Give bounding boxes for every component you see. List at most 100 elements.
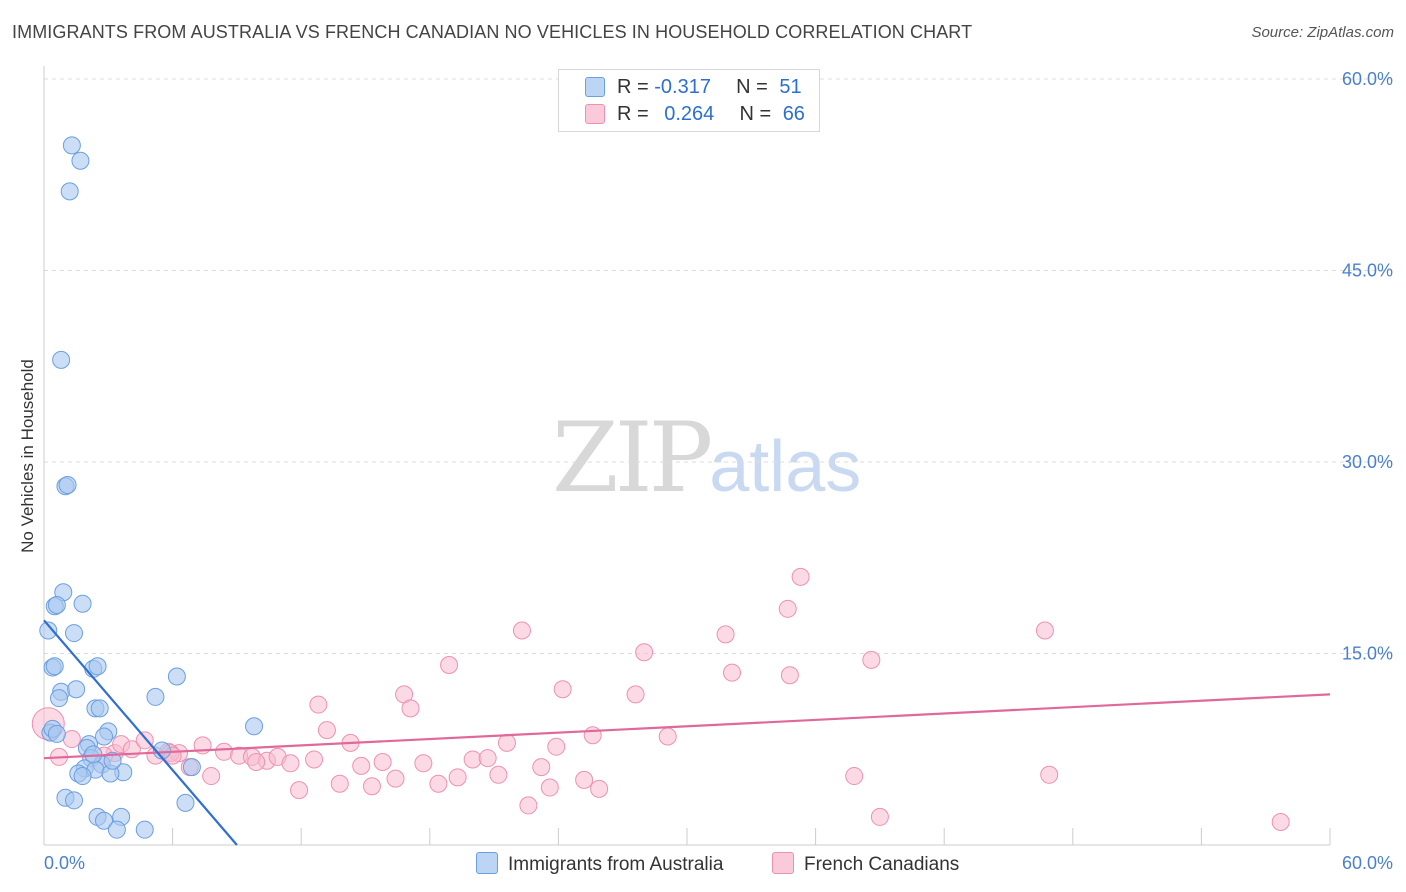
legend-n-label: N = xyxy=(739,103,777,125)
point-french-canadians xyxy=(862,650,881,669)
point-immigrants-from-australia xyxy=(39,621,58,640)
point-french-canadians xyxy=(309,695,328,714)
point-immigrants-from-australia xyxy=(45,657,64,676)
point-french-canadians xyxy=(845,767,864,786)
point-immigrants-from-australia xyxy=(65,791,84,810)
series-french-canadians xyxy=(31,567,1290,832)
point-french-canadians xyxy=(512,621,531,640)
legend-r-label: R = xyxy=(617,76,655,98)
point-french-canadians xyxy=(575,770,594,789)
point-immigrants-from-australia xyxy=(47,595,66,614)
point-french-canadians xyxy=(135,731,154,750)
point-french-canadians xyxy=(1040,765,1059,784)
x-tick-label: 60.0% xyxy=(1342,853,1393,873)
point-french-canadians xyxy=(540,778,559,797)
x-tick-label: 0.0% xyxy=(44,853,85,873)
point-french-canadians xyxy=(778,599,797,618)
grid-layer xyxy=(44,78,1394,654)
point-french-canadians xyxy=(658,727,677,746)
point-immigrants-from-australia xyxy=(73,594,92,613)
point-immigrants-from-australia xyxy=(73,767,92,786)
point-french-canadians xyxy=(202,767,221,786)
point-french-canadians xyxy=(281,754,300,773)
trend-line-french-canadians xyxy=(43,693,1331,760)
point-french-canadians xyxy=(723,663,742,682)
legend-label: French Canadians xyxy=(804,854,960,875)
point-french-canadians xyxy=(547,737,566,756)
point-french-canadians xyxy=(1271,813,1290,832)
point-french-canadians xyxy=(583,726,602,745)
series-legend: Immigrants from Australia French Canadia… xyxy=(0,852,1406,876)
legend-swatch-pink xyxy=(772,852,794,874)
legend-r-value: 0.264 xyxy=(664,103,715,125)
point-immigrants-from-australia xyxy=(182,758,201,777)
point-immigrants-from-australia xyxy=(176,793,195,812)
point-french-canadians xyxy=(373,753,392,772)
point-immigrants-from-australia xyxy=(95,811,114,830)
point-immigrants-from-australia xyxy=(146,687,165,706)
legend-swatch-blue xyxy=(476,852,498,874)
y-tick-label: 30.0% xyxy=(1342,452,1393,472)
legend-swatch-blue xyxy=(585,77,605,97)
watermark: ZIPatlas xyxy=(552,402,861,514)
point-french-canadians xyxy=(497,733,516,752)
correlation-legend: R = -0.317 N = 51 R = 0.264 N = 66 xyxy=(558,69,820,132)
point-french-canadians xyxy=(553,680,572,699)
point-french-canadians xyxy=(478,749,497,768)
point-french-canadians xyxy=(62,730,81,749)
watermark-zip: ZIP xyxy=(552,402,713,514)
legend-item-french-canadians[interactable]: French Canadians xyxy=(772,852,959,876)
point-french-canadians xyxy=(414,754,433,773)
point-immigrants-from-australia xyxy=(58,475,77,494)
point-immigrants-from-australia xyxy=(90,699,109,718)
point-immigrants-from-australia xyxy=(67,680,86,699)
y-tick-label: 60.0% xyxy=(1342,69,1393,89)
point-immigrants-from-australia xyxy=(62,136,81,155)
point-immigrants-from-australia xyxy=(167,667,186,686)
point-french-canadians xyxy=(780,666,799,685)
tick-labels: 15.0% 30.0% 45.0% 60.0% 0.0% 60.0% xyxy=(44,69,1393,873)
legend-n-label: N = xyxy=(736,76,774,98)
point-immigrants-from-australia xyxy=(47,724,66,743)
point-french-canadians xyxy=(716,625,735,644)
legend-r-label: R = xyxy=(617,103,655,125)
point-french-canadians xyxy=(386,769,405,788)
point-french-canadians xyxy=(791,567,810,586)
point-french-canadians xyxy=(870,807,889,826)
point-immigrants-from-australia xyxy=(107,820,126,839)
legend-item-australia[interactable]: Immigrants from Australia xyxy=(476,852,723,876)
point-french-canadians xyxy=(305,750,324,769)
point-immigrants-from-australia xyxy=(245,717,264,736)
chart-title: IMMIGRANTS FROM AUSTRALIA VS FRENCH CANA… xyxy=(12,22,973,42)
watermark-atlas: atlas xyxy=(709,427,862,507)
point-french-canadians xyxy=(401,699,420,718)
point-french-canadians xyxy=(440,655,459,674)
point-immigrants-from-australia xyxy=(95,727,114,746)
legend-label: Immigrants from Australia xyxy=(508,854,724,875)
point-immigrants-from-australia xyxy=(135,820,154,839)
point-immigrants-from-australia xyxy=(71,151,90,170)
point-french-canadians xyxy=(635,643,654,662)
point-french-canadians xyxy=(247,753,266,772)
legend-n-value: 51 xyxy=(779,76,802,98)
point-french-canadians xyxy=(362,777,381,796)
point-immigrants-from-australia xyxy=(52,350,71,369)
point-french-canadians xyxy=(352,756,371,775)
legend-r-value: -0.317 xyxy=(654,76,711,98)
y-tick-label: 45.0% xyxy=(1342,261,1393,281)
point-french-canadians xyxy=(448,768,467,787)
point-french-canadians xyxy=(626,685,645,704)
legend-n-value: 66 xyxy=(782,103,805,125)
point-french-canadians xyxy=(532,758,551,777)
point-french-canadians xyxy=(330,774,349,793)
legend-swatch-pink xyxy=(585,104,605,124)
point-french-canadians xyxy=(463,750,482,769)
point-french-canadians xyxy=(1035,621,1054,640)
point-french-canadians xyxy=(519,796,538,815)
trend-line-immigrants-from-australia xyxy=(43,619,238,846)
point-immigrants-from-australia xyxy=(50,689,69,708)
y-tick-label: 15.0% xyxy=(1342,644,1393,664)
point-french-canadians xyxy=(317,721,336,740)
point-french-canadians xyxy=(290,781,309,800)
